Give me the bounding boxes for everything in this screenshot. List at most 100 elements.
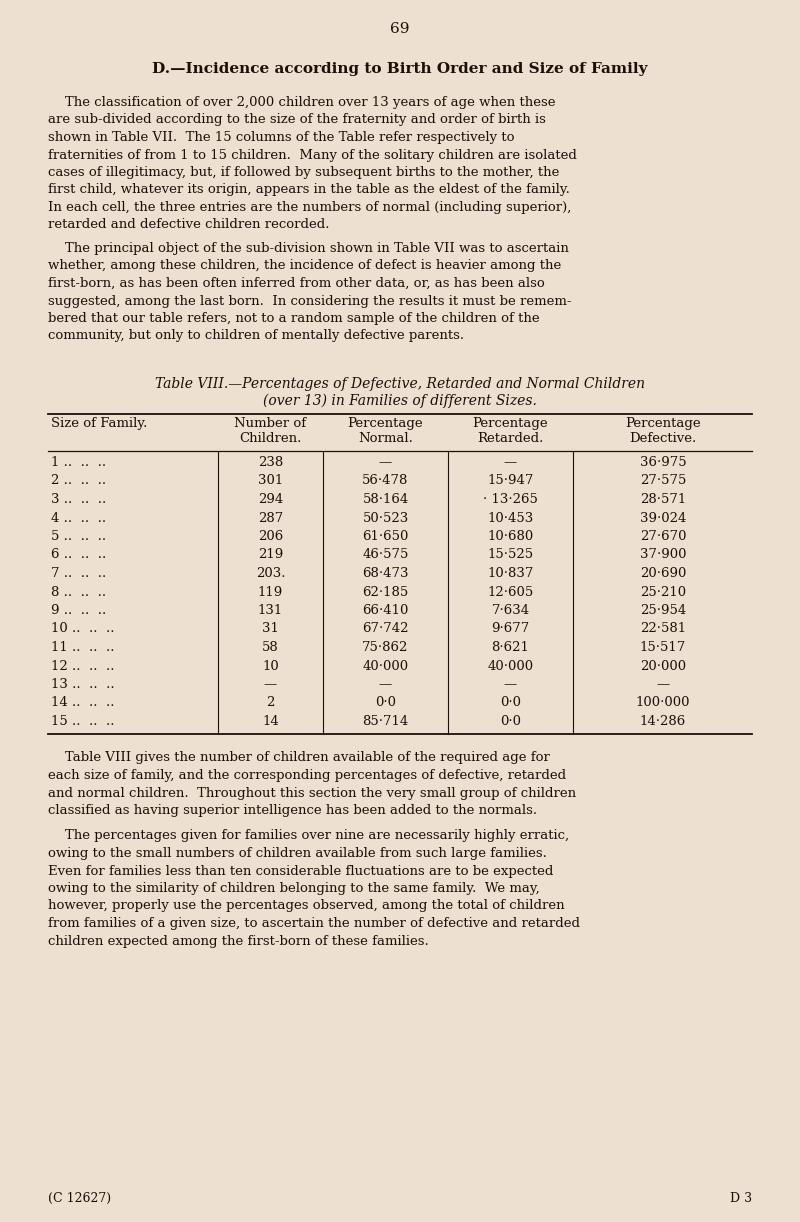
Text: shown in Table VII.  The 15 columns of the Table refer respectively to: shown in Table VII. The 15 columns of th… <box>48 131 514 144</box>
Text: 13 ..  ..  ..: 13 .. .. .. <box>51 678 114 690</box>
Text: owing to the similarity of children belonging to the same family.  We may,: owing to the similarity of children belo… <box>48 882 540 895</box>
Text: 61·650: 61·650 <box>362 530 409 543</box>
Text: fraternities of from 1 to 15 children.  Many of the solitary children are isolat: fraternities of from 1 to 15 children. M… <box>48 149 577 161</box>
Text: —: — <box>264 678 277 690</box>
Text: 46·575: 46·575 <box>362 549 409 561</box>
Text: community, but only to children of mentally defective parents.: community, but only to children of menta… <box>48 330 464 342</box>
Text: —: — <box>656 678 670 690</box>
Text: 1 ..  ..  ..: 1 .. .. .. <box>51 456 106 469</box>
Text: children expected among the first-born of these families.: children expected among the first-born o… <box>48 935 429 947</box>
Text: Percentage: Percentage <box>625 417 701 430</box>
Text: 3 ..  ..  ..: 3 .. .. .. <box>51 492 106 506</box>
Text: 2: 2 <box>266 697 274 710</box>
Text: 62·185: 62·185 <box>362 585 409 599</box>
Text: 10·837: 10·837 <box>487 567 534 580</box>
Text: 14·286: 14·286 <box>640 715 686 728</box>
Text: 14 ..  ..  ..: 14 .. .. .. <box>51 697 114 710</box>
Text: 27·670: 27·670 <box>640 530 686 543</box>
Text: 238: 238 <box>258 456 283 469</box>
Text: owing to the small numbers of children available from such large families.: owing to the small numbers of children a… <box>48 847 547 860</box>
Text: 11 ..  ..  ..: 11 .. .. .. <box>51 642 114 654</box>
Text: Normal.: Normal. <box>358 433 413 445</box>
Text: whether, among these children, the incidence of defect is heavier among the: whether, among these children, the incid… <box>48 259 562 273</box>
Text: 119: 119 <box>258 585 283 599</box>
Text: Table VIII gives the number of children available of the required age for: Table VIII gives the number of children … <box>48 752 550 765</box>
Text: 12 ..  ..  ..: 12 .. .. .. <box>51 660 114 672</box>
Text: 15·525: 15·525 <box>487 549 534 561</box>
Text: 40·000: 40·000 <box>487 660 534 672</box>
Text: 50·523: 50·523 <box>362 512 409 524</box>
Text: 2 ..  ..  ..: 2 .. .. .. <box>51 474 106 488</box>
Text: (C 12627): (C 12627) <box>48 1191 111 1205</box>
Text: are sub-divided according to the size of the fraternity and order of birth is: are sub-divided according to the size of… <box>48 114 546 127</box>
Text: 40·000: 40·000 <box>362 660 409 672</box>
Text: 9·677: 9·677 <box>491 622 530 635</box>
Text: Size of Family.: Size of Family. <box>51 417 147 430</box>
Text: 219: 219 <box>258 549 283 561</box>
Text: retarded and defective children recorded.: retarded and defective children recorded… <box>48 219 330 231</box>
Text: however, properly use the percentages observed, among the total of children: however, properly use the percentages ob… <box>48 899 565 913</box>
Text: In each cell, the three entries are the numbers of normal (including superior),: In each cell, the three entries are the … <box>48 200 571 214</box>
Text: Children.: Children. <box>239 433 302 445</box>
Text: each size of family, and the corresponding percentages of defective, retarded: each size of family, and the correspondi… <box>48 769 566 782</box>
Text: 15·517: 15·517 <box>640 642 686 654</box>
Text: 15 ..  ..  ..: 15 .. .. .. <box>51 715 114 728</box>
Text: 131: 131 <box>258 604 283 617</box>
Text: 67·742: 67·742 <box>362 622 409 635</box>
Text: The percentages given for families over nine are necessarily highly erratic,: The percentages given for families over … <box>48 830 569 842</box>
Text: Even for families less than ten considerable fluctuations are to be expected: Even for families less than ten consider… <box>48 864 554 877</box>
Text: 203.: 203. <box>256 567 286 580</box>
Text: —: — <box>379 456 392 469</box>
Text: 58: 58 <box>262 642 279 654</box>
Text: 22·581: 22·581 <box>640 622 686 635</box>
Text: 85·714: 85·714 <box>362 715 409 728</box>
Text: 56·478: 56·478 <box>362 474 409 488</box>
Text: 75·862: 75·862 <box>362 642 409 654</box>
Text: cases of illegitimacy, but, if followed by subsequent births to the mother, the: cases of illegitimacy, but, if followed … <box>48 166 559 178</box>
Text: —: — <box>504 678 517 690</box>
Text: 39·024: 39·024 <box>640 512 686 524</box>
Text: from families of a given size, to ascertain the number of defective and retarded: from families of a given size, to ascert… <box>48 916 580 930</box>
Text: Number of: Number of <box>234 417 306 430</box>
Text: 5 ..  ..  ..: 5 .. .. .. <box>51 530 106 543</box>
Text: 27·575: 27·575 <box>640 474 686 488</box>
Text: 7·634: 7·634 <box>491 604 530 617</box>
Text: 58·164: 58·164 <box>362 492 409 506</box>
Text: 12·605: 12·605 <box>487 585 534 599</box>
Text: 10·453: 10·453 <box>487 512 534 524</box>
Text: 287: 287 <box>258 512 283 524</box>
Text: Table VIII.—Percentages of Defective, Retarded and Normal Children: Table VIII.—Percentages of Defective, Re… <box>155 378 645 391</box>
Text: 31: 31 <box>262 622 279 635</box>
Text: 36·975: 36·975 <box>640 456 686 469</box>
Text: 100·000: 100·000 <box>636 697 690 710</box>
Text: first child, whatever its origin, appears in the table as the eldest of the fami: first child, whatever its origin, appear… <box>48 183 570 197</box>
Text: Percentage: Percentage <box>348 417 423 430</box>
Text: D 3: D 3 <box>730 1191 752 1205</box>
Text: Defective.: Defective. <box>630 433 697 445</box>
Text: 20·690: 20·690 <box>640 567 686 580</box>
Text: 0·0: 0·0 <box>375 697 396 710</box>
Text: 9 ..  ..  ..: 9 .. .. .. <box>51 604 106 617</box>
Text: The principal object of the sub-division shown in Table VII was to ascertain: The principal object of the sub-division… <box>48 242 569 255</box>
Text: D.—Incidence according to Birth Order and Size of Family: D.—Incidence according to Birth Order an… <box>152 62 648 76</box>
Text: 206: 206 <box>258 530 283 543</box>
Text: suggested, among the last born.  In considering the results it must be remem­: suggested, among the last born. In consi… <box>48 295 571 308</box>
Text: 8 ..  ..  ..: 8 .. .. .. <box>51 585 106 599</box>
Text: —: — <box>504 456 517 469</box>
Text: 0·0: 0·0 <box>500 715 521 728</box>
Text: 10 ..  ..  ..: 10 .. .. .. <box>51 622 114 635</box>
Text: 66·410: 66·410 <box>362 604 409 617</box>
Text: 37·900: 37·900 <box>640 549 686 561</box>
Text: 25·954: 25·954 <box>640 604 686 617</box>
Text: first-born, as has been often inferred from other data, or, as has been also: first-born, as has been often inferred f… <box>48 277 545 290</box>
Text: 25·210: 25·210 <box>640 585 686 599</box>
Text: 0·0: 0·0 <box>500 697 521 710</box>
Text: Percentage: Percentage <box>473 417 548 430</box>
Text: classified as having superior intelligence has been added to the normals.: classified as having superior intelligen… <box>48 804 537 818</box>
Text: 68·473: 68·473 <box>362 567 409 580</box>
Text: bered that our table refers, not to a random sample of the children of the: bered that our table refers, not to a ra… <box>48 312 540 325</box>
Text: 301: 301 <box>258 474 283 488</box>
Text: 6 ..  ..  ..: 6 .. .. .. <box>51 549 106 561</box>
Text: 7 ..  ..  ..: 7 .. .. .. <box>51 567 106 580</box>
Text: and normal children.  Throughout this section the very small group of children: and normal children. Throughout this sec… <box>48 787 576 799</box>
